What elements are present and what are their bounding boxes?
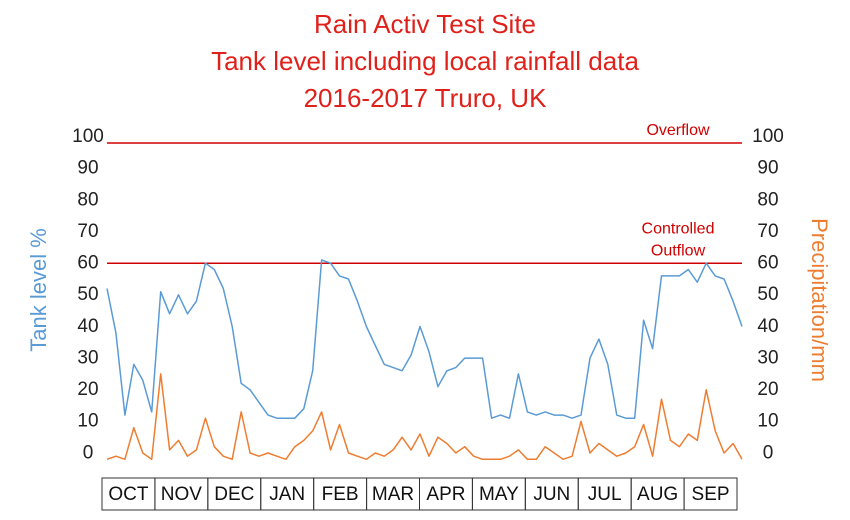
x-tick-label: MAR xyxy=(372,484,414,505)
chart-title: Rain Activ Test Site xyxy=(314,9,536,39)
y2-tick-label: 100 xyxy=(752,126,784,147)
x-tick-label: APR xyxy=(426,484,465,505)
x-tick-label: AUG xyxy=(637,484,678,505)
y-tick-label: 100 xyxy=(72,126,104,147)
y2-tick-label: 40 xyxy=(757,316,778,337)
month-box xyxy=(683,477,738,511)
y-tick-label: 30 xyxy=(77,347,98,368)
y2-tick-label: 20 xyxy=(757,379,778,400)
y2-tick-label: 60 xyxy=(757,253,778,274)
series-line xyxy=(106,373,743,461)
series-line xyxy=(106,259,743,419)
x-tick-label: NOV xyxy=(161,484,203,505)
reference-label: Outflow xyxy=(651,242,706,259)
x-tick-label: DEC xyxy=(214,484,254,505)
y-tick-label: 10 xyxy=(77,411,98,432)
y-tick-label: 60 xyxy=(77,253,98,274)
x-tick-label: SEP xyxy=(692,484,730,505)
x-tick-label: MAY xyxy=(479,484,519,505)
y-tick-label: 0 xyxy=(83,442,94,463)
y-tick-label: 80 xyxy=(77,189,98,210)
x-tick-label: OCT xyxy=(108,484,149,505)
x-tick-label: FEB xyxy=(322,484,359,505)
y2-axis-label: Precipitation/mm xyxy=(807,218,832,382)
y-axis-label: Tank level % xyxy=(26,228,51,352)
y2-tick-label: 80 xyxy=(757,189,778,210)
x-tick-label: JUN xyxy=(533,484,570,505)
y2-tick-label: 10 xyxy=(757,411,778,432)
y-tick-label: 50 xyxy=(77,284,98,305)
y2-tick-label: 90 xyxy=(757,158,778,179)
reference-label: Controlled xyxy=(642,220,715,237)
reference-label: Overflow xyxy=(646,122,710,139)
chart-title: 2016-2017 Truro, UK xyxy=(304,83,547,113)
y-tick-label: 40 xyxy=(77,316,98,337)
x-tick-label: JUL xyxy=(588,484,622,505)
y-tick-label: 90 xyxy=(77,158,98,179)
y2-tick-label: 0 xyxy=(763,442,774,463)
y2-tick-label: 30 xyxy=(757,347,778,368)
y2-tick-label: 50 xyxy=(757,284,778,305)
y-tick-label: 70 xyxy=(77,221,98,242)
chart-title: Tank level including local rainfall data xyxy=(211,46,639,76)
x-tick-label: JAN xyxy=(269,484,305,505)
y-tick-label: 20 xyxy=(77,379,98,400)
y2-tick-label: 70 xyxy=(757,221,778,242)
